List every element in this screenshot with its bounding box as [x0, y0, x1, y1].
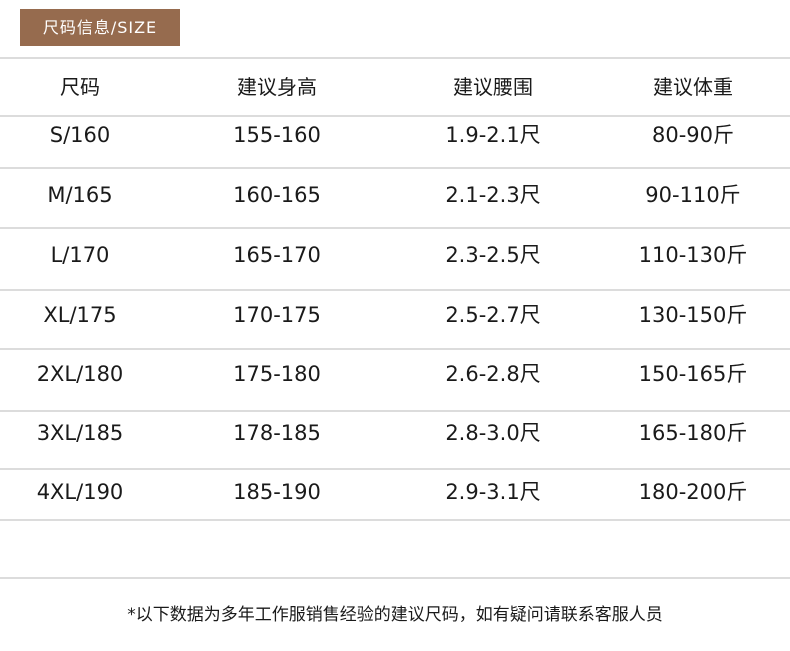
divider: [0, 519, 790, 521]
table-row: 2XL/180 175-180 2.6-2.8尺 150-165斤: [0, 354, 790, 394]
divider: [0, 348, 790, 350]
table-cell: 110-130斤: [638, 243, 748, 267]
table-row: L/170 165-170 2.3-2.5尺 110-130斤: [0, 235, 790, 275]
divider: [0, 410, 790, 412]
column-header: 尺码: [60, 75, 100, 99]
divider: [0, 115, 790, 117]
table-cell: 155-160: [233, 123, 321, 147]
table-cell: M/165: [47, 183, 113, 207]
table-cell: 165-180斤: [638, 421, 748, 445]
table-cell: 2XL/180: [36, 362, 124, 386]
table-row: 4XL/190 185-190 2.9-3.1尺 180-200斤: [0, 472, 790, 512]
table-cell: 2.1-2.3尺: [445, 183, 541, 207]
table-cell: 160-165: [233, 183, 321, 207]
divider: [0, 57, 790, 59]
table-cell: 3XL/185: [36, 421, 124, 445]
table-row: 3XL/185 178-185 2.8-3.0尺 165-180斤: [0, 413, 790, 453]
table-cell: 80-90斤: [651, 123, 735, 147]
column-header: 建议身高: [237, 75, 317, 99]
table-cell: 175-180: [233, 362, 321, 386]
table-cell: 150-165斤: [638, 362, 748, 386]
divider: [0, 577, 790, 579]
table-cell: 170-175: [233, 303, 321, 327]
table-cell: 90-110斤: [645, 183, 741, 207]
table-row: XL/175 170-175 2.5-2.7尺 130-150斤: [0, 295, 790, 335]
table-cell: 178-185: [233, 421, 321, 445]
table-row: M/165 160-165 2.1-2.3尺 90-110斤: [0, 175, 790, 215]
table-cell: 165-170: [233, 243, 321, 267]
table-cell: 2.3-2.5尺: [445, 243, 541, 267]
table-cell: 185-190: [233, 480, 321, 504]
divider: [0, 468, 790, 470]
table-cell: 2.5-2.7尺: [445, 303, 541, 327]
table-cell: XL/175: [43, 303, 117, 327]
section-title-badge: 尺码信息/SIZE: [20, 9, 180, 46]
table-cell: 130-150斤: [638, 303, 748, 327]
table-row: S/160 155-160 1.9-2.1尺 80-90斤: [0, 115, 790, 155]
table-cell: 2.9-3.1尺: [445, 480, 541, 504]
footnote: *以下数据为多年工作服销售经验的建议尺码，如有疑问请联系客服人员: [127, 605, 663, 625]
divider: [0, 227, 790, 229]
divider: [0, 289, 790, 291]
table-cell: 2.8-3.0尺: [445, 421, 541, 445]
column-header: 建议腰围: [453, 75, 533, 99]
table-cell: 180-200斤: [638, 480, 748, 504]
table-cell: L/170: [50, 243, 110, 267]
table-cell: 2.6-2.8尺: [445, 362, 541, 386]
header-row: 尺码 建议身高 建议腰围 建议体重: [0, 67, 790, 107]
column-header: 建议体重: [653, 75, 733, 99]
divider: [0, 167, 790, 169]
table-cell: S/160: [49, 123, 111, 147]
table-cell: 4XL/190: [36, 480, 124, 504]
table-cell: 1.9-2.1尺: [445, 123, 541, 147]
